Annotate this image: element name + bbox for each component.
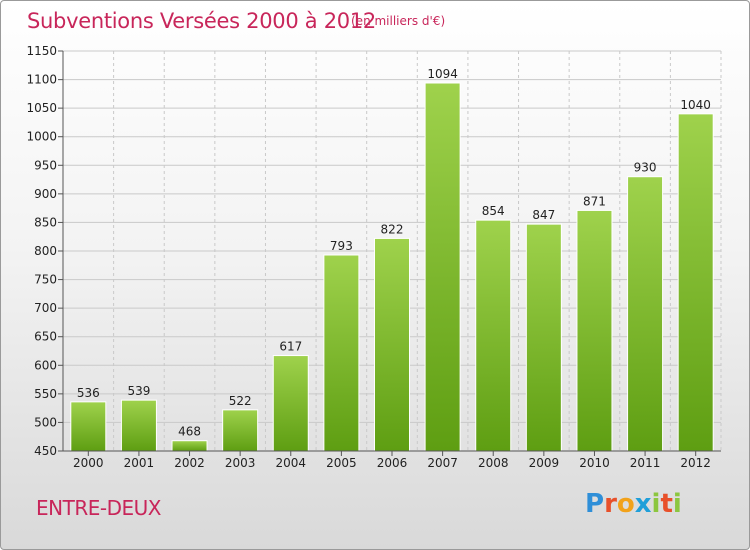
y-tick-label: 1150 (26, 44, 57, 58)
x-tick-label: 2012 (680, 456, 711, 470)
x-tick-label: 2009 (529, 456, 560, 470)
x-tick-label: 2002 (174, 456, 205, 470)
x-tick-label: 2001 (124, 456, 155, 470)
bar-value-label: 536 (77, 386, 100, 400)
bar-value-label: 930 (634, 161, 657, 175)
bar-value-label: 847 (532, 208, 555, 222)
bar-2008 (475, 219, 512, 452)
y-tick-label: 1050 (26, 101, 57, 115)
x-tick-label: 2011 (630, 456, 661, 470)
bar-2000 (70, 401, 107, 452)
bar-2002 (171, 440, 208, 452)
bar-2012 (677, 113, 714, 452)
bar-2010 (576, 209, 613, 452)
y-tick-label: 1000 (26, 130, 57, 144)
y-tick-label: 700 (34, 301, 57, 315)
y-tick-label: 600 (34, 358, 57, 372)
proxiti-logo: Proxiti (585, 489, 682, 519)
x-tick-label: 2000 (73, 456, 104, 470)
y-tick-label: 850 (34, 215, 57, 229)
bars: 536 539 468 522 617 793 822 1094 854 847 871 930 104… (70, 67, 714, 452)
bar-value-label: 522 (229, 394, 252, 408)
bar-2004 (272, 355, 309, 452)
commune-name: ENTRE-DEUX (36, 496, 161, 520)
bar-value-label: 1094 (427, 67, 458, 81)
bar-value-label: 793 (330, 239, 353, 253)
x-tick-label: 2006 (377, 456, 408, 470)
bar-2009 (525, 223, 562, 452)
x-tick-label: 2003 (225, 456, 256, 470)
x-tick-label: 2008 (478, 456, 509, 470)
bar-value-label: 617 (279, 340, 302, 354)
bar-value-label: 854 (482, 204, 505, 218)
y-tick-label: 550 (34, 387, 57, 401)
bar-2001 (120, 399, 157, 452)
y-tick-label: 900 (34, 187, 57, 201)
chart-title: Subventions Versées 2000 à 2012 (27, 9, 376, 33)
bar-2011 (627, 176, 664, 452)
bar-value-label: 539 (127, 384, 150, 398)
x-tick-label: 2005 (326, 456, 357, 470)
bar-2006 (374, 237, 410, 452)
y-tick-label: 450 (34, 444, 57, 458)
axes: 450 500 550 600 650 700 750 800 850 900 950 1000 105… (26, 44, 721, 470)
chart-subtitle: (en milliers d'€) (351, 14, 446, 28)
bar-2007 (424, 82, 461, 452)
bar-value-label: 822 (381, 222, 404, 236)
x-tick-label: 2007 (427, 456, 458, 470)
bar-value-label: 468 (178, 425, 201, 439)
y-tick-label: 1100 (26, 73, 57, 87)
y-tick-label: 650 (34, 330, 57, 344)
bar-value-label: 1040 (680, 98, 711, 112)
x-tick-label: 2004 (275, 456, 306, 470)
bar-2005 (323, 254, 360, 452)
y-tick-label: 950 (34, 158, 57, 172)
y-tick-label: 750 (34, 273, 57, 287)
y-tick-label: 800 (34, 244, 57, 258)
x-tick-label: 2010 (579, 456, 610, 470)
y-tick-label: 500 (34, 415, 57, 429)
bar-2003 (222, 409, 259, 452)
bar-value-label: 871 (583, 194, 606, 208)
